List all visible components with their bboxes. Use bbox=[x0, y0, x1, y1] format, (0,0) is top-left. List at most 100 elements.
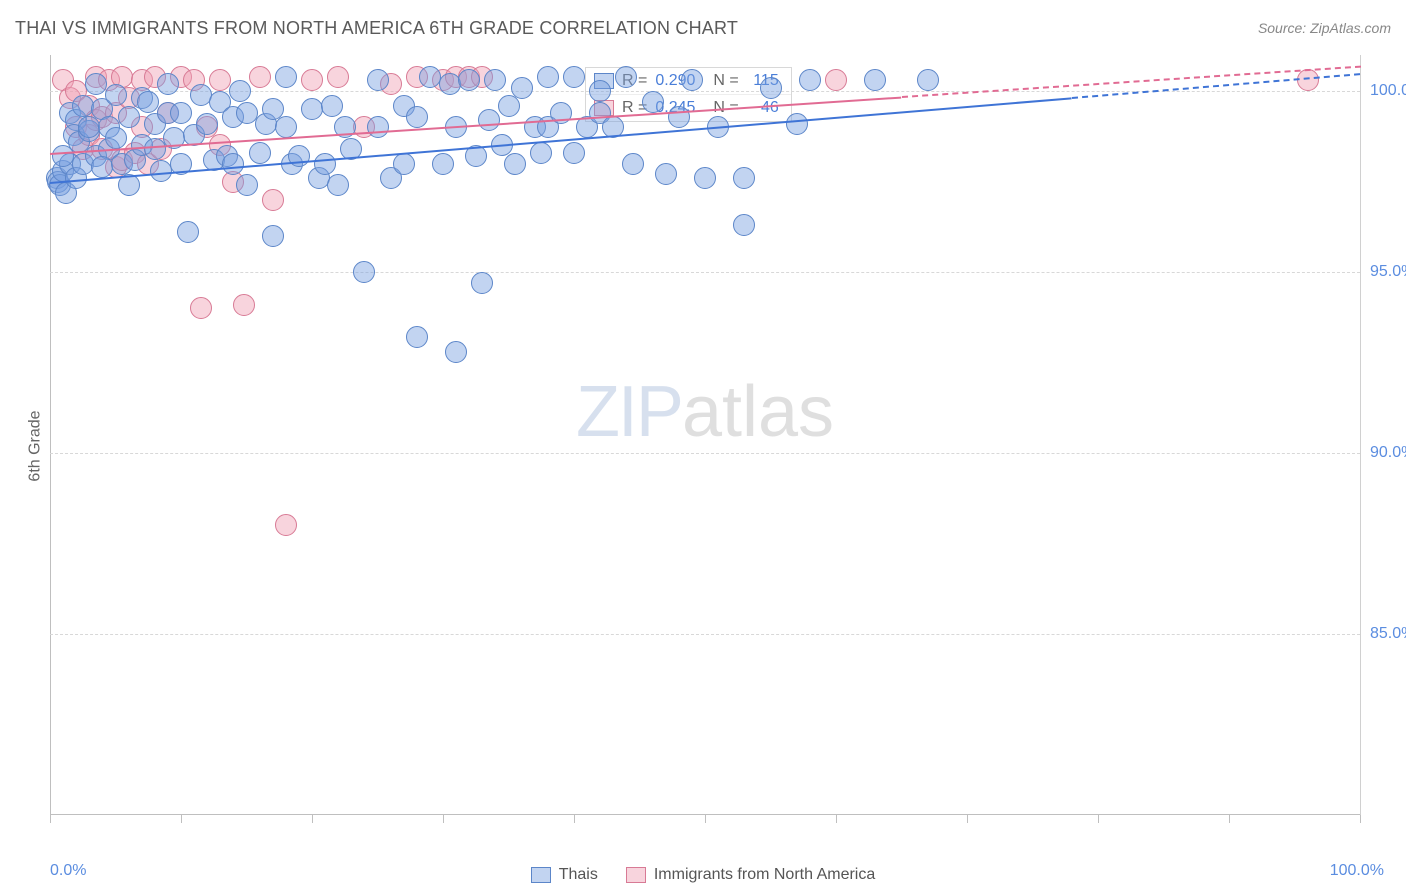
data-point bbox=[563, 66, 585, 88]
y-tick-label: 100.0% bbox=[1370, 82, 1406, 100]
data-point bbox=[655, 163, 677, 185]
data-point bbox=[799, 69, 821, 91]
data-point bbox=[622, 153, 644, 175]
data-point bbox=[825, 69, 847, 91]
data-point bbox=[105, 127, 127, 149]
data-point bbox=[327, 174, 349, 196]
data-point bbox=[190, 297, 212, 319]
legend-item-blue: Thais bbox=[531, 866, 598, 884]
data-point bbox=[367, 116, 389, 138]
data-point bbox=[222, 153, 244, 175]
data-point bbox=[249, 66, 271, 88]
y-tick-label: 90.0% bbox=[1370, 444, 1406, 462]
watermark-atlas: atlas bbox=[682, 372, 834, 452]
data-point bbox=[504, 153, 526, 175]
data-point bbox=[118, 106, 140, 128]
swatch-icon bbox=[626, 867, 646, 883]
data-point bbox=[209, 69, 231, 91]
data-point bbox=[233, 294, 255, 316]
x-tick bbox=[181, 815, 182, 823]
gridline-h bbox=[50, 634, 1360, 635]
x-tick bbox=[967, 815, 968, 823]
data-point bbox=[642, 91, 664, 113]
data-point bbox=[917, 69, 939, 91]
data-point bbox=[615, 66, 637, 88]
data-point bbox=[563, 142, 585, 164]
x-tick bbox=[312, 815, 313, 823]
gridline-h bbox=[50, 453, 1360, 454]
data-point bbox=[458, 69, 480, 91]
data-point bbox=[288, 145, 310, 167]
data-point bbox=[321, 95, 343, 117]
legend-item-pink: Immigrants from North America bbox=[626, 866, 875, 884]
data-point bbox=[196, 113, 218, 135]
data-point bbox=[537, 66, 559, 88]
data-point bbox=[367, 69, 389, 91]
y-tick-label: 95.0% bbox=[1370, 263, 1406, 281]
data-point bbox=[236, 174, 258, 196]
y-tick-label: 85.0% bbox=[1370, 625, 1406, 643]
data-point bbox=[301, 98, 323, 120]
data-point bbox=[589, 80, 611, 102]
n-label-blue: N = bbox=[713, 72, 738, 90]
data-point bbox=[144, 138, 166, 160]
data-point bbox=[530, 142, 552, 164]
data-point bbox=[478, 109, 500, 131]
data-point bbox=[301, 69, 323, 91]
data-point bbox=[353, 261, 375, 283]
data-point bbox=[511, 77, 533, 99]
data-point bbox=[733, 214, 755, 236]
data-point bbox=[406, 106, 428, 128]
data-point bbox=[393, 153, 415, 175]
data-point bbox=[432, 153, 454, 175]
data-point bbox=[72, 95, 94, 117]
data-point bbox=[694, 167, 716, 189]
data-point bbox=[170, 102, 192, 124]
x-tick bbox=[574, 815, 575, 823]
data-point bbox=[177, 221, 199, 243]
swatch-icon bbox=[531, 867, 551, 883]
x-tick bbox=[836, 815, 837, 823]
data-point bbox=[733, 167, 755, 189]
data-point bbox=[760, 77, 782, 99]
data-point bbox=[229, 80, 251, 102]
x-tick bbox=[1229, 815, 1230, 823]
data-point bbox=[498, 95, 520, 117]
data-point bbox=[1297, 69, 1319, 91]
watermark-zip: ZIP bbox=[576, 372, 682, 452]
data-point bbox=[471, 272, 493, 294]
data-point bbox=[327, 66, 349, 88]
data-point bbox=[236, 102, 258, 124]
data-point bbox=[137, 91, 159, 113]
data-point bbox=[484, 69, 506, 91]
data-point bbox=[157, 73, 179, 95]
x-tick bbox=[1360, 815, 1361, 823]
data-point bbox=[786, 113, 808, 135]
x-tick bbox=[1098, 815, 1099, 823]
data-point bbox=[864, 69, 886, 91]
data-point bbox=[91, 156, 113, 178]
y-axis-label: 6th Grade bbox=[27, 410, 45, 481]
data-point bbox=[249, 142, 271, 164]
data-point bbox=[85, 73, 107, 95]
scatter-plot: ZIPatlas R = 0.290 N = 115 R = 0.245 N =… bbox=[50, 55, 1361, 815]
data-point bbox=[406, 326, 428, 348]
data-point bbox=[445, 341, 467, 363]
x-tick bbox=[443, 815, 444, 823]
gridline-h bbox=[50, 272, 1360, 273]
series-legend: Thais Immigrants from North America bbox=[0, 866, 1406, 884]
data-point bbox=[275, 514, 297, 536]
data-point bbox=[275, 66, 297, 88]
source-label: Source: ZipAtlas.com bbox=[1258, 20, 1391, 36]
data-point bbox=[314, 153, 336, 175]
x-tick bbox=[50, 815, 51, 823]
data-point bbox=[262, 225, 284, 247]
data-point bbox=[668, 106, 690, 128]
data-point bbox=[105, 84, 127, 106]
x-tick bbox=[705, 815, 706, 823]
watermark: ZIPatlas bbox=[576, 371, 834, 453]
chart-title: THAI VS IMMIGRANTS FROM NORTH AMERICA 6T… bbox=[15, 18, 738, 38]
data-point bbox=[681, 69, 703, 91]
legend-label-blue: Thais bbox=[559, 866, 598, 884]
data-point bbox=[439, 73, 461, 95]
